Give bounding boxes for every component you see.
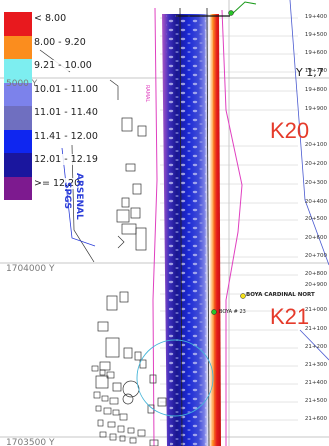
station-label: 20+200: [304, 161, 327, 167]
legend-swatch: [4, 176, 32, 200]
legend-label: 11.01 - 11.40: [32, 107, 100, 118]
station-label: 19+500: [304, 32, 327, 38]
station-label: 19+900: [304, 106, 327, 112]
zone-label-k21: K21: [270, 304, 310, 329]
coord-label-bottom: 1703500 Y: [6, 438, 55, 446]
channel-bathymetry: [162, 14, 221, 446]
station-label: 21+300: [304, 362, 327, 368]
coord-label-mid: 1704000 Y: [6, 264, 55, 274]
station-label: 20+900: [304, 282, 327, 288]
legend-item: >= 12.20: [4, 176, 104, 200]
depth-legend: < 8.00 8.00 - 9.20 9.21 - 10.00 10.01 - …: [4, 12, 104, 200]
station-label: 20+100: [304, 142, 327, 148]
station-label: 21+100: [304, 326, 327, 332]
legend-label: 9.21 - 10.00: [32, 60, 94, 71]
legend-item: 10.01 - 11.00: [4, 82, 104, 106]
station-label: 19+600: [304, 50, 327, 56]
station-label: 20+400: [304, 199, 327, 205]
legend-item: 8.00 - 9.20: [4, 35, 104, 59]
arsenal-label: ARSENAL: [74, 173, 84, 220]
station-label: 20+700: [304, 253, 327, 259]
station-label: 21+200: [304, 344, 327, 350]
turning-basin: [136, 339, 214, 417]
legend-label: < 8.00: [32, 13, 69, 24]
station-label: 19+800: [304, 87, 327, 93]
legend-swatch: [4, 82, 32, 106]
legend-item: 9.21 - 10.00: [4, 59, 104, 83]
station-label: 21+400: [304, 380, 327, 386]
station-label: 21+600: [304, 416, 327, 422]
legend-swatch: [4, 59, 32, 83]
legend-label: 11.41 - 12.00: [32, 130, 100, 142]
buoy-marker[interactable]: [211, 309, 217, 315]
legend-item: < 8.00: [4, 12, 104, 36]
coord-label-top-left: 5000 Y: [6, 79, 38, 89]
buoy-marker[interactable]: [228, 10, 234, 16]
spgs-label: SPGS: [62, 182, 72, 209]
legend-swatch: [4, 153, 32, 177]
legend-item: 11.41 - 12.00: [4, 129, 104, 153]
legend-item: 12.01 - 12.19: [4, 153, 104, 177]
station-label: 19+700: [304, 68, 327, 74]
legend-item: 11.01 - 11.40: [4, 106, 104, 130]
station-label: 20+600: [304, 235, 327, 241]
legend-label: 12.01 - 12.19: [32, 154, 100, 165]
zone-label-k20: K20: [270, 118, 310, 143]
boya-cardinal-label: BOYA CARDINAL NORT: [246, 292, 315, 298]
urban-block: [91, 365, 146, 444]
legend-label: 8.00 - 9.20: [32, 36, 88, 48]
channel-boundaries: [152, 0, 329, 446]
station-label: 20+500: [304, 216, 327, 222]
legend-label: >= 12.20: [32, 177, 83, 189]
station-label: 21+000: [304, 307, 327, 313]
legend-swatch: [4, 35, 32, 59]
buoy-marker[interactable]: [240, 293, 246, 299]
legend-swatch: [4, 12, 32, 36]
legend-label: 10.01 - 11.00: [32, 83, 100, 95]
station-label: 21+500: [304, 398, 327, 404]
legend-swatch: [4, 106, 32, 130]
boya-23-label: BOYA # 23: [219, 309, 246, 315]
station-label: 19+400: [304, 14, 327, 20]
station-label: 20+800: [304, 271, 327, 277]
land-features: [39, 49, 167, 446]
legend-swatch: [4, 129, 32, 153]
coord-label-top: Y 1,7: [296, 66, 324, 79]
ramal-label: RAMAL: [144, 85, 150, 103]
station-label: 20+300: [304, 180, 327, 186]
